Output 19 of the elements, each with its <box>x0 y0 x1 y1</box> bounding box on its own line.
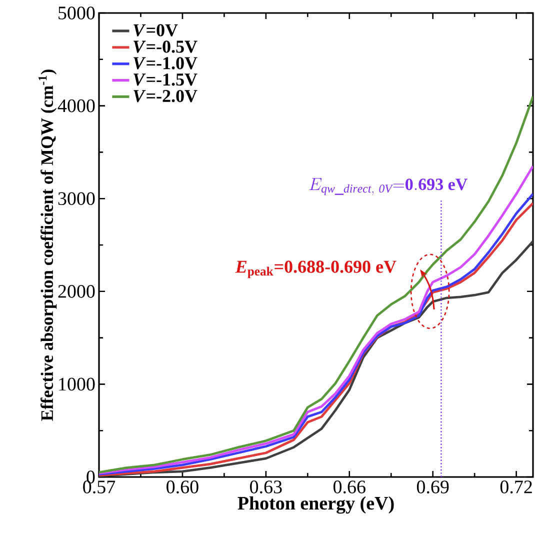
y-tick-label: 1000 <box>59 378 95 391</box>
legend-label: V=-0.5V <box>134 40 198 53</box>
legend-label: V=-1.5V <box>134 74 198 86</box>
x-tick-label: 0.66 <box>333 480 366 494</box>
y-tick-label: 2000 <box>58 285 95 298</box>
x-tick-label: 0.60 <box>166 480 198 494</box>
x-tick-label: 0.69 <box>416 480 449 494</box>
legend-label: V=0V <box>134 24 178 36</box>
ref-line-label: $E_{\mathit{qw\_direct,\ 0V}}\mathbf{{=}0.693\ eV}$ <box>309 178 468 196</box>
y-axis-title: Effective absorption coefficient of MQW (cm$^{-1}$) <box>38 70 57 421</box>
annotation: E$_{peak}$=0.688-0.690 eV <box>235 260 396 278</box>
y-tick-label: 4000 <box>58 99 95 112</box>
y-tick-label: 3000 <box>58 192 95 206</box>
legend-label: V=-2.0V <box>134 90 198 102</box>
x-axis-title: Photon energy (eV) <box>238 496 394 514</box>
x-tick-label: 0.72 <box>500 480 532 494</box>
legend-label: V=-1.0V <box>134 57 198 70</box>
x-tick-label: 0.63 <box>250 480 282 494</box>
y-tick-label: 5000 <box>58 6 95 20</box>
